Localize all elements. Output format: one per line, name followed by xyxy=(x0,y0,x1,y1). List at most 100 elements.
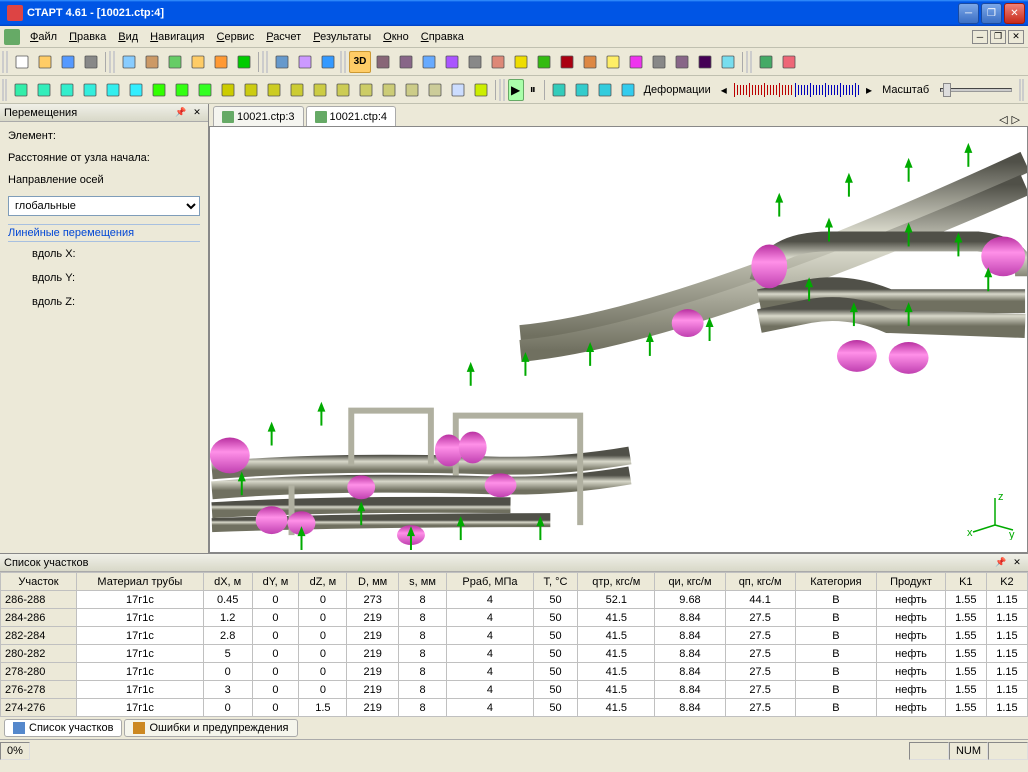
table-row[interactable]: 280-28217г1с500219845041.58.8427.5Bнефть… xyxy=(1,645,1028,663)
n12-icon[interactable] xyxy=(263,79,285,101)
column-header[interactable]: qи, кгс/м xyxy=(655,573,725,591)
n18-icon[interactable] xyxy=(401,79,423,101)
n5-icon[interactable] xyxy=(102,79,124,101)
save-icon[interactable] xyxy=(57,51,79,73)
cube-icon[interactable] xyxy=(418,51,440,73)
zoom-reg-icon[interactable] xyxy=(556,51,578,73)
deform-next-button[interactable]: ▸ xyxy=(861,79,877,101)
table-row[interactable]: 274-27617г1с001.5219845041.58.8427.5Bнеф… xyxy=(1,699,1028,717)
pointer-icon[interactable] xyxy=(602,51,624,73)
toolbar-grip[interactable] xyxy=(340,51,346,73)
zoom-win-icon[interactable] xyxy=(533,51,555,73)
mdi-minimize-button[interactable]: ─ xyxy=(972,30,988,44)
column-header[interactable]: K2 xyxy=(986,573,1027,591)
menu-сервис[interactable]: Сервис xyxy=(211,29,261,45)
open-icon[interactable] xyxy=(34,51,56,73)
copy-icon[interactable] xyxy=(118,51,140,73)
panel-close-button[interactable]: ✕ xyxy=(190,106,204,120)
toolbar-grip[interactable] xyxy=(2,51,8,73)
props-icon[interactable] xyxy=(187,51,209,73)
anchor-icon[interactable] xyxy=(755,51,777,73)
step-button[interactable]: ⏸ xyxy=(525,79,541,101)
n1-icon[interactable] xyxy=(10,79,32,101)
pan-icon[interactable] xyxy=(579,51,601,73)
table-row[interactable]: 282-28417г1с2.800219845041.58.8427.5Bнеф… xyxy=(1,627,1028,645)
menu-окно[interactable]: Окно xyxy=(377,29,415,45)
column-header[interactable]: Продукт xyxy=(877,573,946,591)
sun-icon[interactable] xyxy=(778,51,800,73)
bottom-tab[interactable]: Ошибки и предупреждения xyxy=(124,719,297,737)
n16-icon[interactable] xyxy=(355,79,377,101)
scale-slider[interactable] xyxy=(940,88,1011,92)
n8-icon[interactable] xyxy=(171,79,193,101)
doc-tab[interactable]: 10021.ctp:4 xyxy=(306,106,397,126)
rot-cw-icon[interactable] xyxy=(694,51,716,73)
menu-файл[interactable]: Файл xyxy=(24,29,63,45)
pin-icon[interactable]: 📌 xyxy=(994,556,1008,570)
column-header[interactable]: dZ, м xyxy=(299,573,347,591)
print-icon[interactable] xyxy=(80,51,102,73)
n21-icon[interactable] xyxy=(470,79,492,101)
table-row[interactable]: 276-27817г1с300219845041.58.8427.5Bнефть… xyxy=(1,681,1028,699)
play-button[interactable]: ▶ xyxy=(508,79,524,101)
menu-расчет[interactable]: Расчет xyxy=(260,29,307,45)
n4-icon[interactable] xyxy=(79,79,101,101)
view1-icon[interactable] xyxy=(372,51,394,73)
toolbar-grip[interactable] xyxy=(746,51,752,73)
n15-icon[interactable] xyxy=(332,79,354,101)
info-icon[interactable] xyxy=(317,51,339,73)
n11-icon[interactable] xyxy=(240,79,262,101)
grid-icon[interactable] xyxy=(164,51,186,73)
table-row[interactable]: 284-28617г1с1.200219845041.58.8427.5Bнеф… xyxy=(1,609,1028,627)
table-row[interactable]: 278-28017г1с000219845041.58.8427.5Bнефть… xyxy=(1,663,1028,681)
new-icon[interactable] xyxy=(11,51,33,73)
calc-icon[interactable] xyxy=(271,51,293,73)
maximize-button[interactable]: ❐ xyxy=(981,3,1002,24)
mdi-restore-button[interactable]: ❐ xyxy=(990,30,1006,44)
doc-tab[interactable]: 10021.ctp:3 xyxy=(213,106,304,126)
n7-icon[interactable] xyxy=(148,79,170,101)
column-header[interactable]: K1 xyxy=(945,573,986,591)
3d-viewport[interactable]: z x y xyxy=(209,126,1028,553)
n20-icon[interactable] xyxy=(447,79,469,101)
deform-prev-button[interactable]: ◂ xyxy=(716,79,732,101)
toolbar-grip[interactable] xyxy=(2,79,7,101)
find-icon[interactable] xyxy=(648,51,670,73)
n19-icon[interactable] xyxy=(424,79,446,101)
column-header[interactable]: Категория xyxy=(795,573,877,591)
column-header[interactable]: Материал трубы xyxy=(77,573,204,591)
n17-icon[interactable] xyxy=(378,79,400,101)
column-header[interactable]: Pраб, МПа xyxy=(447,573,534,591)
column-header[interactable]: s, мм xyxy=(398,573,446,591)
table-icon[interactable] xyxy=(294,51,316,73)
view2-icon[interactable] xyxy=(395,51,417,73)
panel-close-button[interactable]: ✕ xyxy=(1010,556,1024,570)
layers-icon[interactable] xyxy=(210,51,232,73)
column-header[interactable]: dX, м xyxy=(203,573,252,591)
n6-icon[interactable] xyxy=(125,79,147,101)
column-header[interactable]: dY, м xyxy=(252,573,299,591)
fit-icon[interactable] xyxy=(464,51,486,73)
table-row[interactable]: 286-28817г1с0.4500273845052.19.6844.1Bне… xyxy=(1,591,1028,609)
menu-правка[interactable]: Правка xyxy=(63,29,112,45)
mdi-close-button[interactable]: ✕ xyxy=(1008,30,1024,44)
axis-direction-select[interactable]: глобальные xyxy=(8,196,200,216)
toolbar-grip[interactable] xyxy=(1019,79,1024,101)
toolbar-grip[interactable] xyxy=(499,79,504,101)
tab-next-button[interactable]: ▷ xyxy=(1012,113,1020,126)
m2-icon[interactable] xyxy=(571,79,593,101)
menu-навигация[interactable]: Навигация xyxy=(144,29,210,45)
cube-dd-icon[interactable] xyxy=(441,51,463,73)
n9-icon[interactable] xyxy=(194,79,216,101)
pin-icon[interactable]: 📌 xyxy=(174,106,188,120)
m1-icon[interactable] xyxy=(548,79,570,101)
menu-вид[interactable]: Вид xyxy=(112,29,144,45)
column-header[interactable]: D, мм xyxy=(347,573,399,591)
column-header[interactable]: qтр, кгс/м xyxy=(578,573,655,591)
paste-icon[interactable] xyxy=(141,51,163,73)
menu-результаты[interactable]: Результаты xyxy=(307,29,377,45)
menu-справка[interactable]: Справка xyxy=(415,29,470,45)
rot-left-icon[interactable] xyxy=(625,51,647,73)
m3-icon[interactable] xyxy=(594,79,616,101)
n13-icon[interactable] xyxy=(286,79,308,101)
